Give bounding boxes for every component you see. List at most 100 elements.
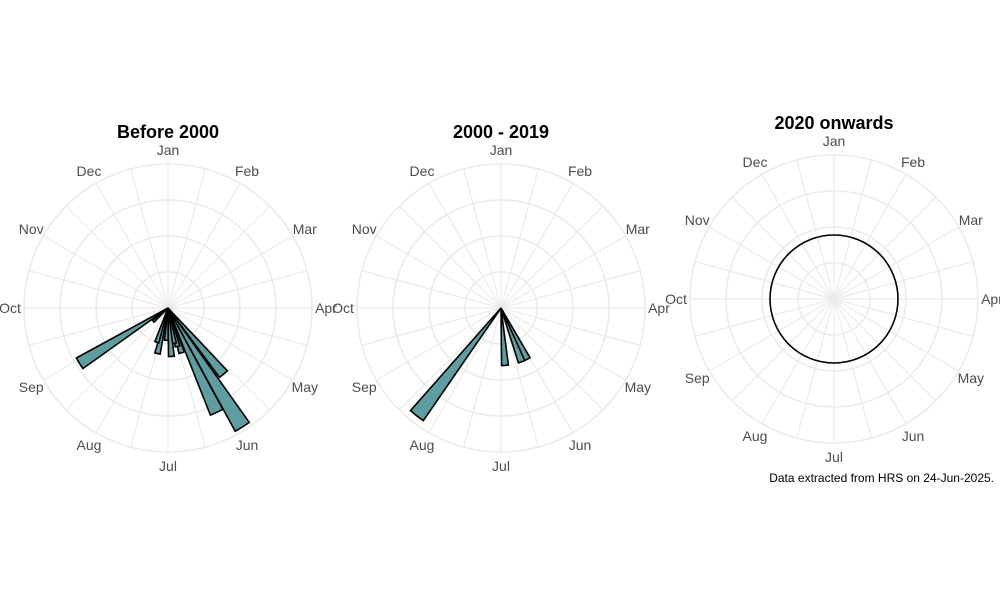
grid-spoke	[500, 168, 539, 309]
month-label-jan: Jan	[157, 142, 180, 158]
month-label-nov: Nov	[19, 221, 44, 237]
month-label-may: May	[292, 379, 318, 395]
bar-jul	[500, 307, 510, 367]
grid-spoke	[361, 307, 502, 346]
grid-spoke	[500, 307, 627, 381]
grid-spoke	[731, 298, 835, 402]
polar-grid	[689, 154, 979, 444]
grid-spoke	[428, 182, 502, 309]
grid-spoke	[500, 307, 539, 448]
grid-spoke	[833, 298, 872, 439]
grid-spoke	[708, 226, 835, 300]
grid-spoke	[761, 173, 835, 300]
grid-spoke	[167, 168, 206, 309]
month-label-jul: Jul	[159, 458, 177, 474]
grid-spoke	[500, 307, 604, 411]
bars	[409, 307, 532, 422]
grid-spoke	[694, 298, 835, 337]
grid-spoke	[42, 235, 169, 309]
grid-spoke	[28, 270, 169, 309]
month-label-feb: Feb	[901, 154, 925, 170]
month-label-sep: Sep	[19, 379, 44, 395]
month-label-jun: Jun	[569, 437, 592, 453]
grid-spoke	[375, 235, 502, 309]
month-label-mar: Mar	[959, 212, 983, 228]
grid-spoke	[95, 182, 169, 309]
grid-spoke	[731, 196, 835, 300]
month-label-may: May	[625, 379, 651, 395]
month-label-oct: Oct	[332, 300, 354, 316]
grid-spoke	[761, 298, 835, 425]
month-label-feb: Feb	[568, 163, 592, 179]
grid-spoke	[500, 182, 574, 309]
bar-jun	[167, 307, 224, 417]
grid-spoke	[167, 270, 308, 309]
grid-spoke	[463, 168, 502, 309]
grid-spoke	[833, 261, 974, 300]
month-label-jan: Jan	[490, 142, 513, 158]
month-label-aug: Aug	[77, 437, 102, 453]
polar-grid	[356, 163, 646, 453]
month-label-sep: Sep	[685, 370, 710, 386]
bar-jun	[500, 307, 526, 364]
grid-spoke	[796, 159, 835, 300]
month-label-dec: Dec	[77, 163, 102, 179]
bar-jun	[167, 307, 251, 433]
grid-spoke	[500, 270, 641, 309]
grid-spoke	[708, 298, 835, 372]
panel-title: 2000 - 2019	[453, 122, 549, 142]
grid-spoke	[398, 205, 502, 309]
month-label-feb: Feb	[235, 163, 259, 179]
grid-spoke	[833, 226, 960, 300]
bar-may	[167, 307, 229, 379]
month-label-jun: Jun	[902, 428, 925, 444]
grid-spoke	[130, 168, 169, 309]
month-label-oct: Oct	[665, 291, 687, 307]
month-label-oct: Oct	[0, 300, 21, 316]
grid-spoke	[28, 307, 169, 346]
grid-spoke	[398, 307, 502, 411]
month-label-aug: Aug	[410, 437, 435, 453]
grid-spoke	[361, 270, 502, 309]
grid-spoke	[167, 307, 294, 381]
month-label-jan: Jan	[823, 133, 846, 149]
bar-aug	[409, 307, 502, 422]
grid-spoke	[167, 235, 294, 309]
empty-outline	[769, 234, 899, 364]
caption: Data extracted from HRS on 24-Jun-2025.	[769, 471, 994, 485]
grid-spoke	[167, 205, 271, 309]
bar-sep	[75, 307, 169, 370]
grid-spoke	[500, 307, 641, 346]
grid-spoke	[833, 298, 907, 425]
month-label-nov: Nov	[352, 221, 377, 237]
grid-spoke	[167, 307, 308, 346]
month-label-dec: Dec	[743, 154, 768, 170]
bar-jul	[167, 307, 176, 358]
grid-spoke	[65, 307, 169, 411]
month-label-may: May	[958, 370, 984, 386]
grid-spoke	[833, 298, 974, 337]
panel-title: Before 2000	[117, 122, 219, 142]
grid-spoke	[796, 298, 835, 439]
month-label-jul: Jul	[825, 449, 843, 465]
month-label-mar: Mar	[626, 221, 650, 237]
month-label-nov: Nov	[685, 212, 710, 228]
month-label-jun: Jun	[236, 437, 259, 453]
month-label-aug: Aug	[743, 428, 768, 444]
month-label-jul: Jul	[492, 458, 510, 474]
month-label-sep: Sep	[352, 379, 377, 395]
grid-spoke	[833, 173, 907, 300]
grid-spoke	[833, 159, 872, 300]
grid-spoke	[694, 261, 835, 300]
grid-spoke	[428, 307, 502, 434]
month-label-apr: Apr	[981, 291, 1000, 307]
panel-title: 2020 onwards	[774, 113, 893, 133]
grid-spoke	[95, 307, 169, 434]
grid-spoke	[833, 298, 960, 372]
month-label-apr: Apr	[315, 300, 337, 316]
month-label-apr: Apr	[648, 300, 670, 316]
